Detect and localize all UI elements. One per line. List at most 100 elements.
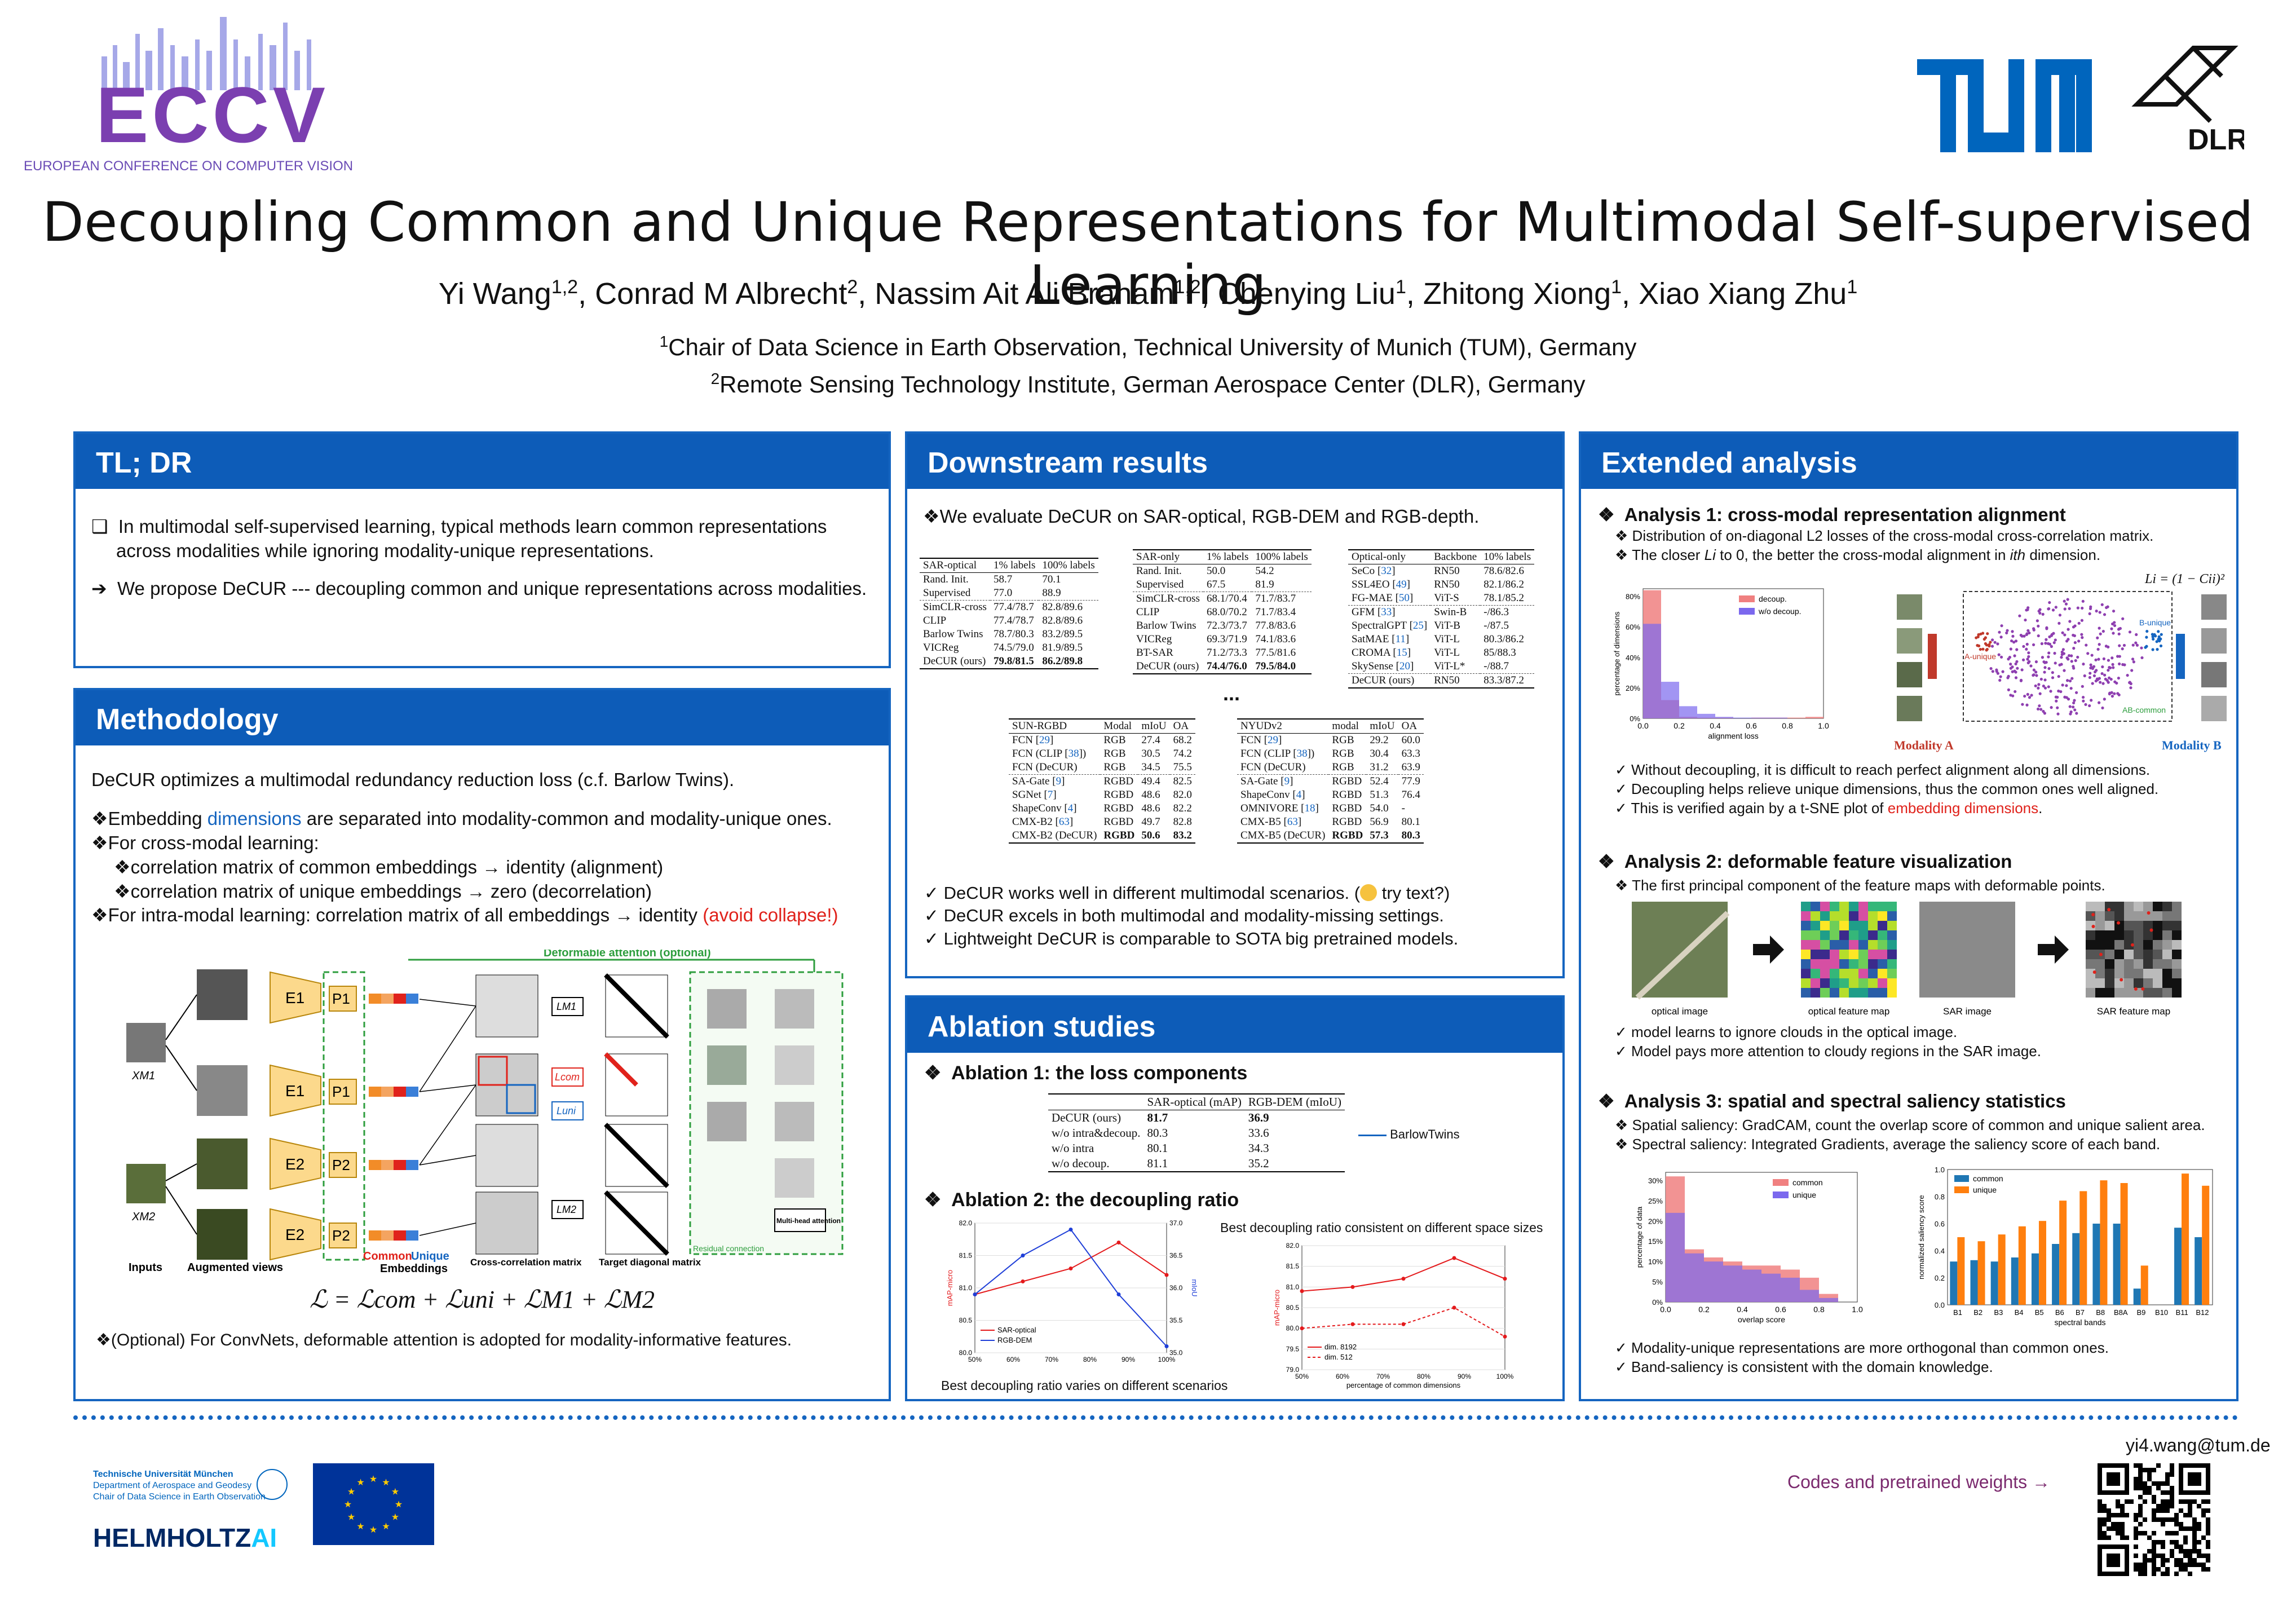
feature-cell [1868, 950, 1878, 959]
qr-module [2134, 1531, 2138, 1535]
tsne-dot [2043, 666, 2047, 669]
feature-cell [2153, 911, 2162, 921]
tsne-dot [2108, 691, 2112, 695]
tsne-dot [2054, 606, 2057, 609]
feature-cell [1858, 978, 1868, 988]
table-row: Rand. Init. 50.0 54.2 [1136, 565, 1274, 577]
tsne-dot [2101, 665, 2104, 669]
tsne-dot [2157, 635, 2161, 638]
residual-label: Residual connection [693, 1244, 764, 1253]
tsne-dot [2076, 655, 2079, 659]
qr-module [2152, 1549, 2156, 1554]
qr-module [2098, 1517, 2102, 1522]
feature-cell [2134, 911, 2143, 921]
qr-module [2152, 1481, 2156, 1486]
qr-module [2161, 1522, 2165, 1526]
tsne-dot [1995, 668, 1998, 672]
tsne-dot [2060, 653, 2064, 656]
feature-cell [2114, 930, 2124, 940]
qr-module [2188, 1508, 2192, 1513]
feature-cell [2114, 988, 2124, 998]
tsne-dot [2050, 706, 2053, 709]
tsne-dot [1979, 632, 1982, 636]
analysis-2-check-2: ✓ Model pays more attention to cloudy re… [1615, 1042, 2041, 1060]
contact-email[interactable]: yi4.wang@tum.de [2126, 1435, 2271, 1455]
qr-module [2174, 1544, 2179, 1549]
tsne-dot [2000, 624, 2003, 628]
feature-cell [1811, 940, 1820, 950]
eu-star: ★ [391, 1488, 399, 1497]
histogram-bar [1704, 1261, 1723, 1302]
qr-module [2161, 1540, 2165, 1544]
tsne-dot [2052, 641, 2056, 645]
analysis-2-bullet-1: ❖ The first principal component of the f… [1615, 877, 2105, 894]
analysis-3-title: ❖ Analysis 3: spatial and spectral salie… [1598, 1091, 2066, 1111]
feature-cell [2095, 930, 2105, 940]
codes-link[interactable]: Codes and pretrained weights → [1787, 1472, 2051, 1492]
tsne-dot [2081, 636, 2084, 639]
data-point [1021, 1254, 1025, 1257]
tsne-dot [2069, 687, 2073, 690]
qr-module [2143, 1554, 2147, 1558]
tsne-dot [2122, 643, 2126, 647]
tsne-dot [2091, 682, 2094, 685]
tsne-dot [2103, 698, 2106, 701]
qr-module [2170, 1486, 2174, 1490]
feature-cell [2172, 911, 2182, 921]
tsne-dot [2080, 619, 2084, 622]
ab-common-label: AB-common [2122, 705, 2166, 714]
feature-cell [2162, 959, 2172, 969]
qr-module [2107, 1526, 2111, 1531]
qr-module [2183, 1540, 2188, 1544]
qr-module [2116, 1499, 2120, 1504]
qr-module [2183, 1554, 2188, 1558]
qr-module [2134, 1544, 2138, 1549]
feature-cell [2153, 921, 2162, 930]
eccv-logo-text: ECCV [96, 70, 329, 159]
aug-view-2 [197, 1065, 248, 1116]
a-unique-label: A-unique [1964, 652, 1996, 661]
saliency-bar [2174, 1228, 2182, 1305]
histogram-bar [1643, 624, 1661, 718]
tsne-dot [2056, 706, 2059, 709]
qr-module [2201, 1535, 2206, 1540]
author-name: Yi Wang [438, 277, 551, 311]
tsne-dot [2064, 602, 2068, 606]
tsne-dot [2043, 670, 2046, 674]
tsne-dot [2145, 636, 2148, 639]
feature-cell [2114, 911, 2124, 921]
tsne-dot [1977, 644, 1981, 648]
qr-module [2206, 1554, 2210, 1558]
feature-cell [1849, 940, 1858, 950]
tsne-dot [1993, 641, 1997, 644]
tsne-dot [2072, 647, 2076, 650]
img-label-1: optical image [1652, 1006, 1708, 1017]
tsne-dot [2084, 703, 2087, 707]
saliency-bar [2038, 1221, 2046, 1305]
tsne-dot [2051, 676, 2055, 679]
series-line [1301, 1257, 1505, 1292]
y-axis-label: percentage of dimensions [1613, 611, 1621, 695]
feature-cell [1820, 978, 1830, 988]
feature-cell [2172, 902, 2182, 911]
qr-code-icon[interactable] [2098, 1463, 2210, 1576]
tsne-dot [2068, 620, 2072, 623]
inputs-label: Inputs [129, 1261, 162, 1274]
svg-text:E1: E1 [285, 989, 304, 1007]
tsne-dot [1999, 655, 2003, 659]
footer-divider [73, 1415, 2238, 1420]
unique-label: Unique [411, 1250, 449, 1263]
data-point [1068, 1266, 1073, 1270]
tsne-dot [2057, 674, 2060, 678]
tsne-dot [2042, 685, 2045, 688]
table-row: DeCUR (ours) 81.7 36.9 [1052, 1111, 1269, 1124]
table-row: w/o intra 80.1 34.3 [1052, 1141, 1269, 1155]
svg-text:P1: P1 [332, 1083, 350, 1100]
eu-flag-icon: ★ ★ ★ ★ ★ ★ ★ ★ ★ ★ ★ ★ [313, 1463, 434, 1545]
qr-module [2120, 1513, 2125, 1517]
table-row: CROMA [15] ViT-L 85/88.3 [1352, 647, 1516, 659]
feature-cell [1849, 930, 1858, 940]
qr-module [2147, 1535, 2152, 1540]
barlow-arrow: BarlowTwins [1358, 1127, 1460, 1142]
feature-cell [1830, 988, 1839, 998]
